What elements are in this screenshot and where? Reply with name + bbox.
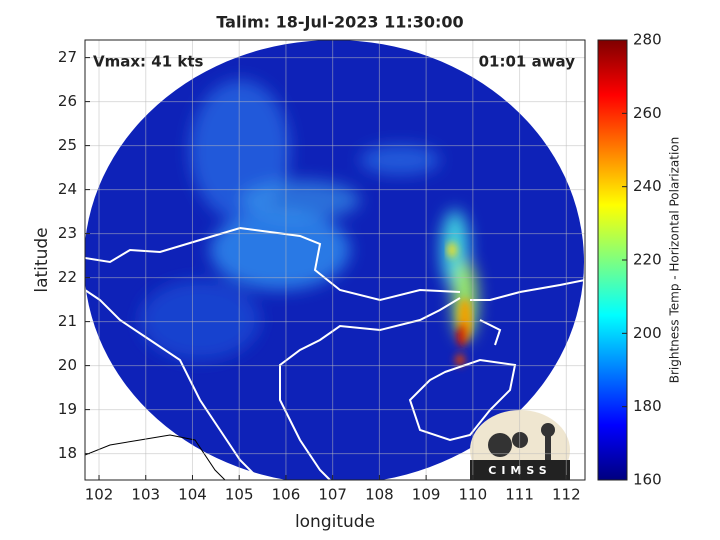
- x-tick-label: 105: [225, 486, 254, 504]
- y-tick-label: 22: [58, 268, 77, 286]
- y-axis-label: latitude: [32, 227, 52, 292]
- x-tick-label: 111: [505, 486, 534, 504]
- x-tick-label: 108: [365, 486, 394, 504]
- y-tick-label: 19: [58, 400, 77, 418]
- y-tick-label: 24: [58, 180, 77, 198]
- y-tick-label: 27: [58, 48, 77, 66]
- x-tick-label: 109: [412, 486, 441, 504]
- colorbar-tick-label: 160: [633, 471, 662, 489]
- y-tick-label: 25: [58, 136, 77, 154]
- colorbar-tick-label: 240: [633, 177, 662, 195]
- colorbar-tick-label: 200: [633, 324, 662, 342]
- x-axis-label: longitude: [295, 512, 375, 532]
- x-tick-label: 106: [272, 486, 301, 504]
- colorbar-label: Brightness Temp - Horizontal Polarizatio…: [668, 137, 682, 384]
- annotation: Vmax: 41 kts: [93, 53, 203, 71]
- logo-text: CIMSS: [488, 464, 551, 477]
- x-tick-label: 103: [131, 486, 160, 504]
- x-tick-label: 107: [318, 486, 347, 504]
- y-tick-label: 20: [58, 356, 77, 374]
- colorbar-tick-label: 260: [633, 104, 662, 122]
- y-tick-label: 23: [58, 224, 77, 242]
- y-tick-label: 18: [58, 444, 77, 462]
- x-tick-label: 104: [178, 486, 207, 504]
- plot-frame: [84, 39, 586, 481]
- x-tick-label: 112: [552, 486, 581, 504]
- satellite-image: CIMSS: [85, 40, 585, 480]
- y-tick-label: 21: [58, 312, 77, 330]
- colorbar-tick-label: 180: [633, 397, 662, 415]
- title: Talim: 18-Jul-2023 11:30:00: [216, 13, 463, 32]
- y-tick-label: 26: [58, 92, 77, 110]
- annotation: 01:01 away: [479, 53, 576, 71]
- x-tick-label: 102: [85, 486, 114, 504]
- x-tick-label: 110: [459, 486, 488, 504]
- colorbar-tick-label: 220: [633, 251, 662, 269]
- colorbar-tick-label: 280: [633, 31, 662, 49]
